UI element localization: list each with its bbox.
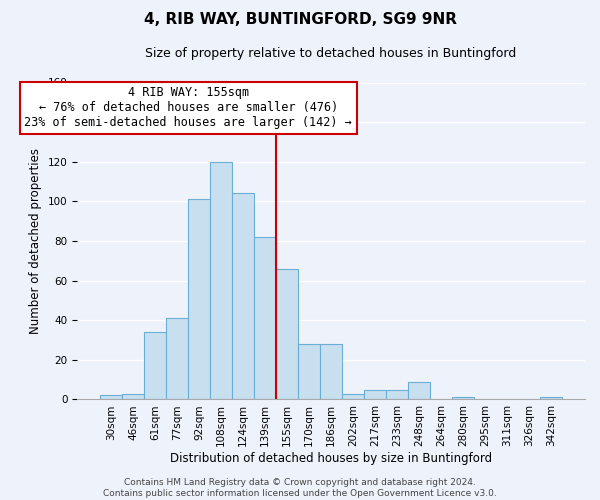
- Bar: [320, 344, 342, 400]
- Text: 4, RIB WAY, BUNTINGFORD, SG9 9NR: 4, RIB WAY, BUNTINGFORD, SG9 9NR: [143, 12, 457, 28]
- Bar: [188, 200, 210, 400]
- Bar: [254, 237, 276, 400]
- Text: 4 RIB WAY: 155sqm
← 76% of detached houses are smaller (476)
23% of semi-detache: 4 RIB WAY: 155sqm ← 76% of detached hous…: [25, 86, 352, 130]
- Text: Contains HM Land Registry data © Crown copyright and database right 2024.
Contai: Contains HM Land Registry data © Crown c…: [103, 478, 497, 498]
- Y-axis label: Number of detached properties: Number of detached properties: [29, 148, 42, 334]
- Title: Size of property relative to detached houses in Buntingford: Size of property relative to detached ho…: [145, 48, 517, 60]
- Bar: [166, 318, 188, 400]
- Bar: [452, 398, 474, 400]
- Bar: [408, 382, 430, 400]
- Bar: [364, 390, 386, 400]
- Bar: [540, 398, 562, 400]
- Bar: [144, 332, 166, 400]
- Bar: [232, 194, 254, 400]
- X-axis label: Distribution of detached houses by size in Buntingford: Distribution of detached houses by size …: [170, 452, 492, 465]
- Bar: [100, 396, 122, 400]
- Bar: [276, 268, 298, 400]
- Bar: [298, 344, 320, 400]
- Bar: [386, 390, 408, 400]
- Bar: [342, 394, 364, 400]
- Bar: [210, 162, 232, 400]
- Bar: [122, 394, 144, 400]
